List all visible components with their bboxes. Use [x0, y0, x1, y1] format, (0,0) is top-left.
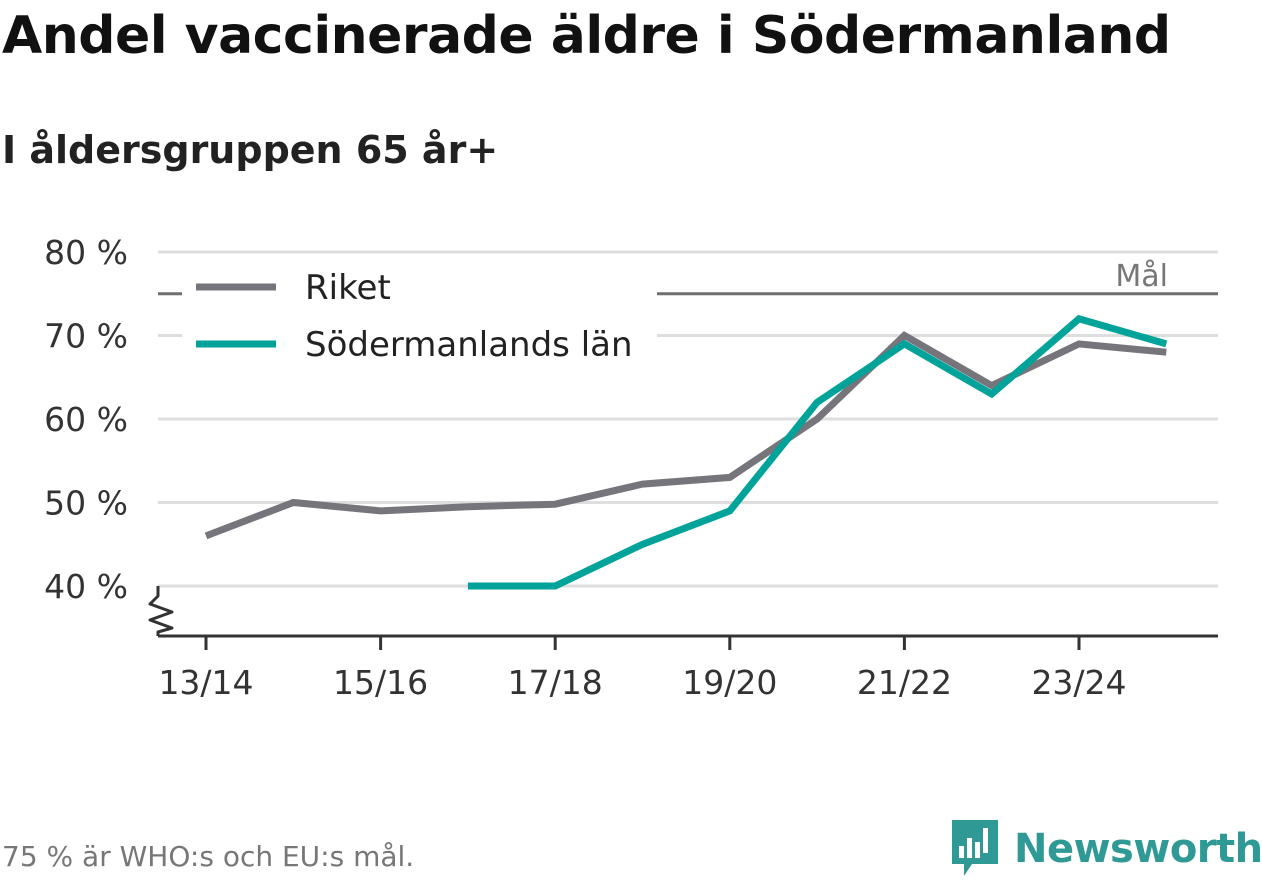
- x-axis-tick-labels: 13/14 15/16 17/18 19/20 21/22 23/24: [158, 663, 1126, 702]
- x-tick-label-19/20: 19/20: [682, 663, 777, 702]
- x-tick-label-21/22: 21/22: [857, 663, 952, 702]
- newsworthy-logo-icon: [952, 820, 998, 876]
- x-tick-label-15/16: 15/16: [333, 663, 428, 702]
- series-line-sodermanlands-lan: [467, 314, 1168, 590]
- x-tick-label-13/14: 13/14: [158, 663, 253, 702]
- x-axis: [148, 586, 1218, 650]
- y-tick-label-60: 60 %: [44, 400, 128, 439]
- line-chart: Mål 40 % 50 % 60 % 70 % 80 % 13/14 15/16 17/18…: [44, 233, 1218, 702]
- legend-label-riket: Riket: [305, 268, 391, 308]
- newsworthy-logo-text: Newsworthy: [1014, 826, 1262, 872]
- footnote: 75 % är WHO:s och EU:s mål.: [2, 840, 415, 873]
- chart-subtitle: I åldersgruppen 65 år+: [2, 128, 499, 172]
- y-tick-label-70: 70 %: [44, 317, 128, 356]
- y-tick-label-50: 50 %: [44, 484, 128, 523]
- y-axis-break-icon: [148, 586, 174, 636]
- y-axis-tick-labels: 40 % 50 % 60 % 70 % 80 %: [44, 233, 128, 606]
- legend-label-sodermanlands-lan: Södermanlands län: [305, 325, 633, 365]
- target-label: Mål: [1115, 259, 1168, 294]
- newsworthy-logo: Newsworthy: [950, 818, 1262, 880]
- legend-background: [182, 258, 657, 370]
- y-tick-label-40: 40 %: [44, 567, 128, 606]
- x-tick-label-17/18: 17/18: [508, 663, 603, 702]
- y-tick-label-80: 80 %: [44, 233, 128, 272]
- legend: Riket Södermanlands län: [182, 258, 657, 370]
- x-tick-label-23/24: 23/24: [1031, 663, 1126, 702]
- chart-title: Andel vaccinerade äldre i Södermanland: [2, 6, 1171, 66]
- series-lines: [204, 314, 1168, 590]
